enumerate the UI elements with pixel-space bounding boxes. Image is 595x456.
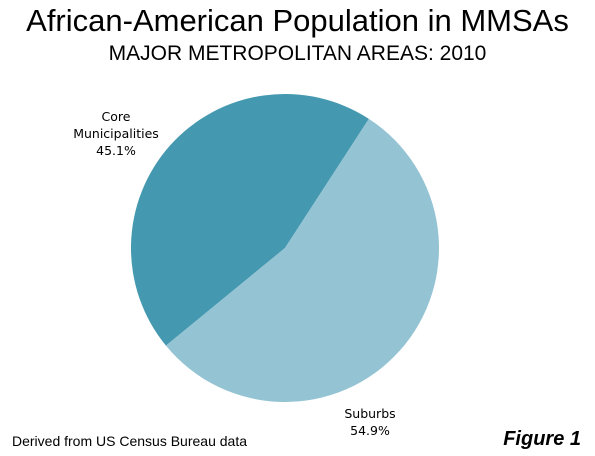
- chart-title: African-American Population in MMSAs: [26, 3, 569, 38]
- source-note: Derived from US Census Bureau data: [12, 433, 247, 449]
- pie-slice-core-municipalities: [130, 93, 369, 346]
- figure-label: Figure 1: [503, 428, 581, 450]
- slice-label-core-municipalities: Core Municipalities 45.1%: [73, 109, 159, 158]
- pie-slice-suburbs: [165, 118, 439, 402]
- pie-slices: [130, 93, 439, 402]
- slice-label-suburbs: Suburbs 54.9%: [344, 406, 395, 438]
- slice-labels: Core Municipalities 45.1% Suburbs 54.9%: [73, 109, 395, 438]
- chart-subtitle: MAJOR METROPOLITAN AREAS: 2010: [108, 42, 487, 65]
